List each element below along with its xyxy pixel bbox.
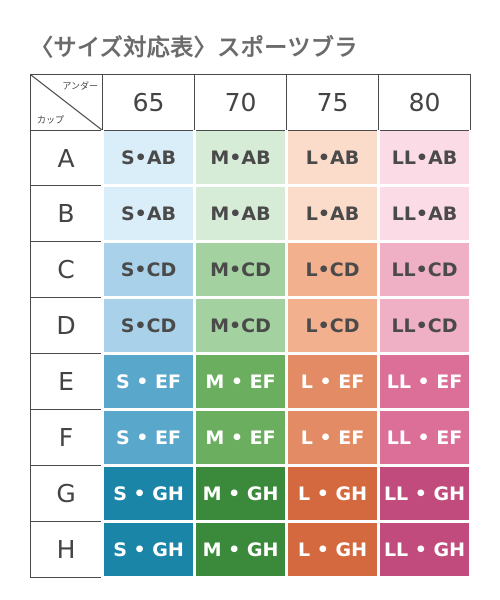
size-cell: M•CD <box>193 241 288 299</box>
size-cell: LL • GH <box>377 465 472 523</box>
size-cell: L • GH <box>285 521 380 579</box>
size-cell: S•AB <box>101 130 196 187</box>
table-row: B S•AB M•AB L•AB LL•AB <box>30 185 472 243</box>
table-row: D S•CD M•CD L•CD LL•CD <box>30 297 472 355</box>
size-cell: LL•AB <box>377 130 472 187</box>
band-65: 65 <box>102 74 195 131</box>
size-cell: S•CD <box>101 297 196 355</box>
cup-label: D <box>30 297 103 354</box>
size-cell: M • GH <box>193 521 288 579</box>
size-cell: LL • EF <box>377 409 472 467</box>
size-cell: M • GH <box>193 465 288 523</box>
size-cell: M•CD <box>193 297 288 355</box>
diagonal-line <box>31 75 102 130</box>
band-70: 70 <box>194 74 287 131</box>
size-cell: S • EF <box>101 409 196 467</box>
cup-label: H <box>30 521 103 578</box>
size-cell: M•AB <box>193 185 288 243</box>
size-cell: S•CD <box>101 241 196 299</box>
size-cell: L•AB <box>285 130 380 187</box>
cup-label: A <box>30 130 103 186</box>
table-row: A S•AB M•AB L•AB LL•AB <box>30 130 472 187</box>
table-body: A S•AB M•AB L•AB LL•AB B S•AB M•AB L•AB LL•AB C S•C… <box>30 130 472 579</box>
size-cell: S•AB <box>101 185 196 243</box>
size-cell: L•CD <box>285 297 380 355</box>
size-cell: L • EF <box>285 353 380 411</box>
size-cell: M • EF <box>193 409 288 467</box>
size-cell: L•AB <box>285 185 380 243</box>
cup-label: B <box>30 185 103 242</box>
size-cell: M•AB <box>193 130 288 187</box>
cup-label: F <box>30 409 103 466</box>
cup-label-header: カップ <box>37 116 65 126</box>
size-table: アンダー カップ 65 70 75 80 A S•AB M•AB L•AB LL•AB B… <box>30 74 472 579</box>
table-row: C S•CD M•CD L•CD LL•CD <box>30 241 472 299</box>
size-cell: LL • EF <box>377 353 472 411</box>
size-cell: S • GH <box>101 465 196 523</box>
cup-label: E <box>30 353 103 410</box>
size-cell: L•CD <box>285 241 380 299</box>
corner-cell: アンダー カップ <box>30 74 103 131</box>
size-cell: LL•CD <box>377 241 472 299</box>
band-80: 80 <box>378 74 471 131</box>
size-cell: S • GH <box>101 521 196 579</box>
band-75: 75 <box>286 74 379 131</box>
header-row: アンダー カップ 65 70 75 80 <box>30 74 471 131</box>
cup-label: C <box>30 241 103 298</box>
page-title: 〈サイズ対応表〉スポーツブラ <box>30 35 358 61</box>
cup-label: G <box>30 465 103 522</box>
under-label: アンダー <box>62 82 98 92</box>
size-cell: S • EF <box>101 353 196 411</box>
size-cell: LL•CD <box>377 297 472 355</box>
size-cell: LL•AB <box>377 185 472 243</box>
size-cell: LL • GH <box>377 521 472 579</box>
size-cell: M • EF <box>193 353 288 411</box>
size-cell: L • EF <box>285 409 380 467</box>
size-cell: L • GH <box>285 465 380 523</box>
